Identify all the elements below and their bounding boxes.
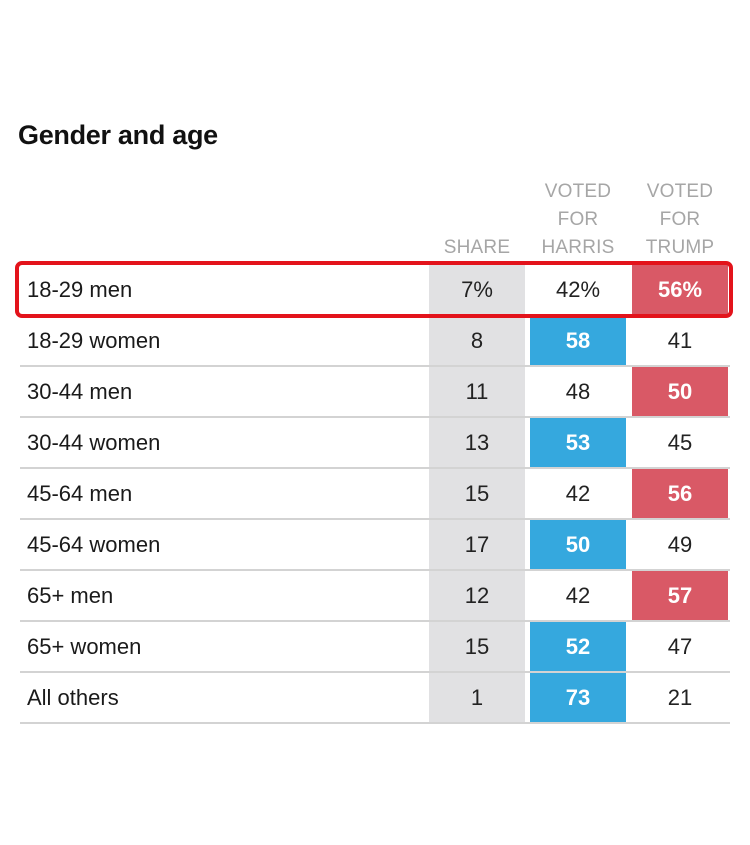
row-highlight-outline (15, 261, 733, 318)
row-divider (20, 518, 730, 520)
header-trump: VOTED FOR TRUMP (631, 178, 729, 262)
header-harris-line-1: VOTED (544, 181, 612, 202)
trump-value: 56 (632, 469, 728, 518)
trump-value: 45 (667, 430, 693, 455)
share-value: 1 (470, 685, 484, 710)
harris-value: 58 (530, 316, 626, 365)
share-cell: 15 (429, 469, 525, 518)
table-row: All others 1 73 21 (20, 673, 730, 724)
harris-value: 73 (530, 673, 626, 722)
table-row: 65+ women 15 52 47 (20, 622, 730, 673)
row-label: All others (27, 685, 119, 710)
row-label: 45-64 women (27, 532, 161, 557)
row-divider (20, 416, 730, 418)
header-trump-line-2: FOR (659, 209, 701, 230)
share-value: 13 (464, 430, 490, 455)
harris-value: 42% (555, 277, 601, 302)
share-value: 17 (464, 532, 490, 557)
header-trump-line-1: VOTED (646, 181, 714, 202)
header-share: SHARE (428, 234, 526, 262)
trump-value: 41 (667, 328, 693, 353)
row-divider (20, 569, 730, 571)
row-label: 30-44 men (27, 379, 133, 404)
results-table: 18-29 men 7% 42% 56% 18-29 women 8 58 41 30-44 m… (20, 265, 730, 724)
harris-value: 42 (565, 583, 591, 608)
table-row: 18-29 women 8 58 41 (20, 316, 730, 367)
share-cell: 17 (429, 520, 525, 569)
row-label: 65+ men (27, 583, 114, 608)
share-cell: 15 (429, 622, 525, 671)
header-share-label: SHARE (443, 237, 511, 258)
row-divider (20, 365, 730, 367)
row-divider (20, 671, 730, 673)
trump-value: 49 (667, 532, 693, 557)
share-cell: 8 (429, 316, 525, 365)
table-row: 30-44 men 11 48 50 (20, 367, 730, 418)
trump-value: 57 (632, 571, 728, 620)
harris-value: 50 (530, 520, 626, 569)
chart-title: Gender and age (18, 120, 218, 150)
row-label: 65+ women (27, 634, 142, 659)
share-cell: 7% (429, 265, 525, 314)
row-label: 30-44 women (27, 430, 161, 455)
share-cell: 12 (429, 571, 525, 620)
harris-value: 48 (565, 379, 591, 404)
share-value: 8 (470, 328, 484, 353)
harris-value: 53 (530, 418, 626, 467)
share-cell: 13 (429, 418, 525, 467)
row-label: 45-64 men (27, 481, 133, 506)
trump-value: 47 (667, 634, 693, 659)
trump-value: 50 (632, 367, 728, 416)
header-harris: VOTED FOR HARRIS (529, 178, 627, 262)
header-trump-line-3: TRUMP (645, 237, 715, 258)
table-row: 30-44 women 13 53 45 (20, 418, 730, 469)
table-row: 45-64 men 15 42 56 (20, 469, 730, 520)
share-value: 15 (464, 634, 490, 659)
share-cell: 11 (429, 367, 525, 416)
header-harris-line-3: HARRIS (541, 237, 615, 258)
table-row: 45-64 women 17 50 49 (20, 520, 730, 571)
row-divider (20, 467, 730, 469)
table-row: 65+ men 12 42 57 (20, 571, 730, 622)
share-cell: 1 (429, 673, 525, 722)
row-label: 18-29 women (27, 328, 161, 353)
harris-value: 42 (565, 481, 591, 506)
harris-value: 52 (530, 622, 626, 671)
share-value: 12 (464, 583, 490, 608)
share-value: 15 (464, 481, 490, 506)
row-label: 18-29 men (27, 277, 133, 302)
trump-value: 21 (667, 685, 693, 710)
share-value: 7% (461, 277, 493, 302)
trump-value: 56% (632, 265, 728, 314)
row-divider (20, 722, 730, 724)
row-divider (20, 620, 730, 622)
share-value: 11 (465, 379, 489, 404)
header-harris-line-2: FOR (557, 209, 599, 230)
